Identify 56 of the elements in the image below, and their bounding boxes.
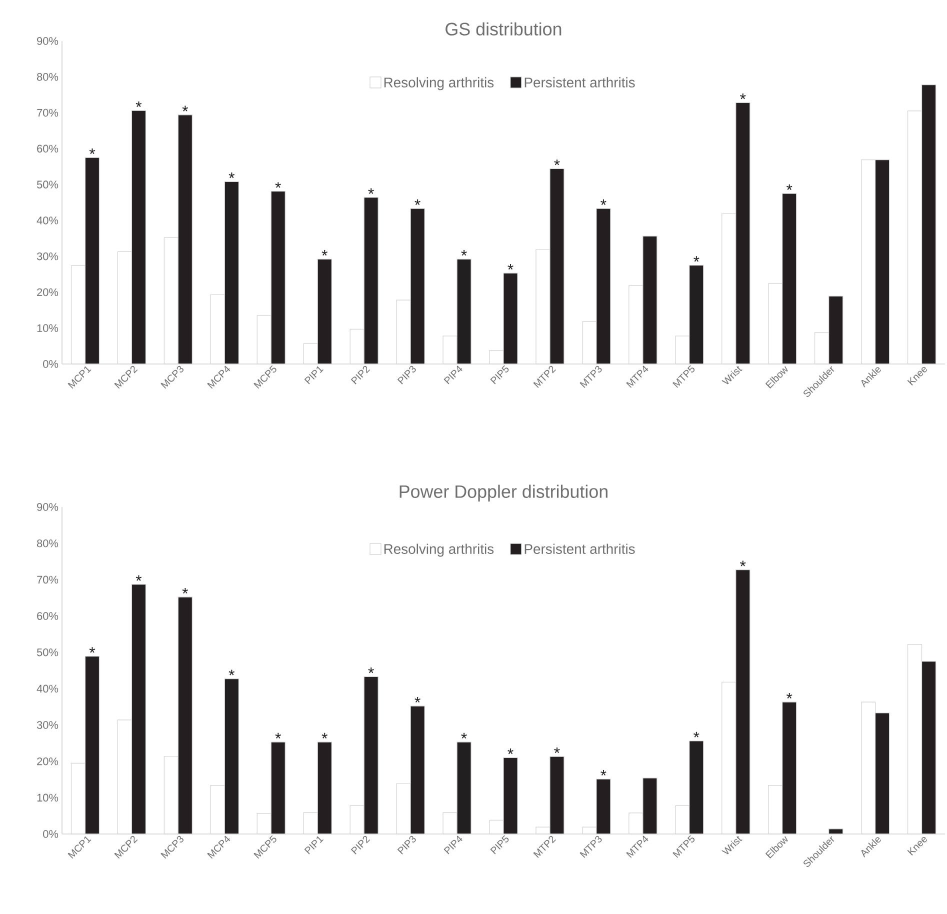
y-tick-label: 50% bbox=[36, 180, 58, 188]
annotation: * bbox=[600, 770, 606, 776]
annotation: * bbox=[368, 188, 374, 194]
annotation: * bbox=[228, 172, 235, 178]
annotation: * bbox=[508, 748, 514, 754]
annotation: * bbox=[508, 264, 514, 270]
y-tick-label: 60% bbox=[37, 144, 58, 153]
y-tick-label: 80% bbox=[37, 73, 58, 81]
legend-label: Persistent arthritis bbox=[524, 544, 635, 554]
y-tick-label: 30% bbox=[36, 252, 58, 260]
annotation: * bbox=[228, 670, 235, 676]
annotation: * bbox=[740, 94, 746, 100]
annotation: * bbox=[322, 250, 328, 256]
annotation: * bbox=[461, 250, 467, 256]
y-tick-label: 70% bbox=[37, 108, 58, 117]
annotation: * bbox=[136, 101, 142, 108]
y-tick-label: 20% bbox=[37, 757, 58, 766]
annotation: * bbox=[694, 732, 700, 738]
legend-label: Resolving arthritis bbox=[384, 544, 494, 557]
annotation: * bbox=[461, 732, 467, 739]
y-tick-label: 70% bbox=[37, 576, 58, 584]
annotation: * bbox=[89, 647, 96, 653]
y-tick-label: 80% bbox=[37, 539, 58, 548]
annotation: * bbox=[600, 199, 606, 206]
y-tick-label: 10% bbox=[37, 794, 58, 802]
annotation: * bbox=[414, 199, 420, 206]
annotation: * bbox=[182, 106, 188, 112]
annotation: * bbox=[275, 182, 281, 188]
y-tick-label: 90% bbox=[37, 37, 58, 45]
y-tick-label: 10% bbox=[37, 324, 58, 332]
y-tick-label: 90% bbox=[37, 503, 58, 511]
annotation: * bbox=[322, 732, 328, 739]
chart-title: Power Doppler distribution bbox=[400, 484, 608, 502]
annotation: * bbox=[89, 148, 96, 154]
annotation: * bbox=[182, 588, 188, 594]
y-tick-label: 0% bbox=[43, 360, 58, 368]
y-tick-label: 40% bbox=[36, 684, 58, 693]
y-tick-label: 40% bbox=[36, 216, 58, 224]
y-tick-label: 60% bbox=[37, 612, 58, 620]
annotation: * bbox=[740, 560, 746, 566]
y-tick-label: 20% bbox=[37, 288, 58, 296]
y-tick-label: 0% bbox=[43, 830, 58, 838]
y-tick-label: 50% bbox=[36, 648, 58, 656]
annotation: * bbox=[368, 668, 374, 674]
annotation: * bbox=[554, 747, 560, 754]
chart-title: GS distribution bbox=[446, 22, 562, 36]
annotation: * bbox=[414, 696, 420, 703]
annotation: * bbox=[554, 160, 560, 166]
annotation: * bbox=[786, 692, 792, 699]
annotation: * bbox=[694, 256, 700, 262]
legend-label: Persistent arthritis bbox=[524, 77, 635, 88]
annotation: * bbox=[136, 575, 142, 581]
annotation: * bbox=[786, 184, 792, 190]
annotation: * bbox=[275, 732, 281, 739]
legend-label: Resolving arthritis bbox=[384, 77, 494, 90]
y-tick-label: 30% bbox=[36, 721, 58, 729]
